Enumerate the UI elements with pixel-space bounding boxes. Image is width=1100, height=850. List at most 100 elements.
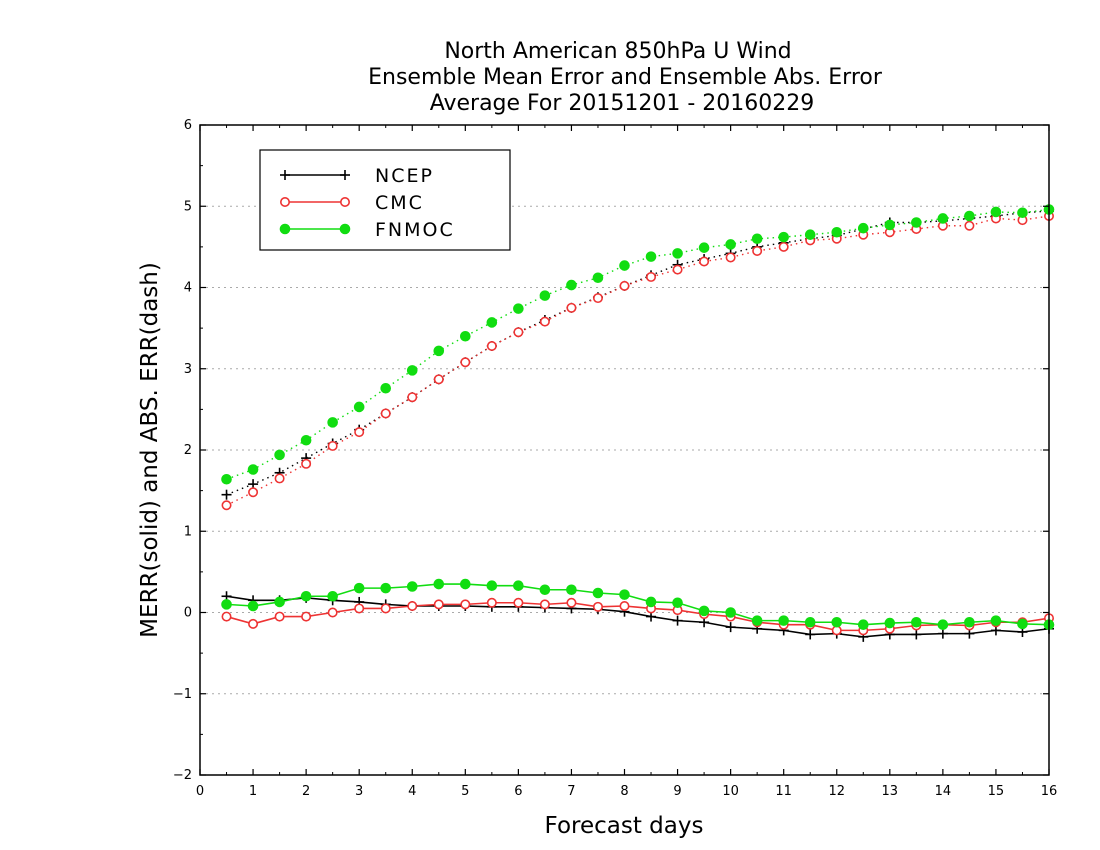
point-merr-cmc xyxy=(301,611,312,622)
legend-item-fnmoc: FNMOC xyxy=(279,219,453,241)
point-merr-cmc xyxy=(619,600,630,611)
point-abs-fnmoc xyxy=(353,401,365,413)
point-merr-fnmoc xyxy=(698,605,710,617)
point-merr-ncep xyxy=(805,629,816,640)
point-abs-fnmoc xyxy=(406,365,418,376)
point-merr-fnmoc xyxy=(433,578,445,590)
point-merr-fnmoc xyxy=(831,616,843,628)
point-merr-fnmoc xyxy=(778,615,789,626)
point-abs-fnmoc xyxy=(778,231,789,243)
point-merr-fnmoc xyxy=(725,607,736,618)
point-abs-cmc xyxy=(646,271,657,282)
y-tick-label: 4 xyxy=(184,281,192,296)
point-abs-cmc xyxy=(592,293,603,304)
legend-marker-cmc xyxy=(279,197,290,208)
x-tick-label: 10 xyxy=(722,784,739,799)
point-abs-fnmoc xyxy=(513,303,524,314)
point-abs-ncep xyxy=(221,489,232,500)
point-merr-cmc xyxy=(354,603,365,614)
point-abs-fnmoc xyxy=(1017,207,1028,219)
point-merr-fnmoc xyxy=(911,616,922,628)
point-abs-fnmoc xyxy=(460,330,471,342)
title-line-3: Average For 20151201 - 20160229 xyxy=(430,91,815,116)
point-merr-cmc xyxy=(380,603,391,614)
point-merr-fnmoc xyxy=(327,590,338,602)
point-merr-fnmoc xyxy=(566,584,577,596)
point-merr-cmc xyxy=(327,607,338,618)
point-abs-cmc xyxy=(513,327,524,338)
point-abs-fnmoc xyxy=(672,248,683,259)
y-tick-label: −2 xyxy=(173,768,192,783)
point-merr-cmc xyxy=(407,600,418,611)
point-merr-cmc xyxy=(433,599,444,610)
x-tick-label: 2 xyxy=(302,784,310,799)
x-tick-label: 3 xyxy=(355,784,363,799)
point-merr-fnmoc xyxy=(380,582,392,594)
point-merr-cmc xyxy=(592,601,603,612)
x-tick-label: 6 xyxy=(514,784,522,799)
point-abs-cmc xyxy=(486,340,497,351)
point-abs-fnmoc xyxy=(857,222,869,234)
point-abs-cmc xyxy=(725,252,736,263)
legend-marker-ncep xyxy=(340,170,350,180)
x-tick-label: 14 xyxy=(935,784,952,799)
legend-item-cmc: CMC xyxy=(279,192,424,214)
point-abs-cmc xyxy=(539,316,550,327)
point-merr-ncep xyxy=(672,615,683,626)
point-abs-fnmoc xyxy=(964,210,975,222)
x-tick-label: 8 xyxy=(620,784,628,799)
point-merr-cmc xyxy=(539,599,550,610)
point-abs-fnmoc xyxy=(433,345,445,357)
point-merr-fnmoc xyxy=(884,617,896,629)
point-abs-cmc xyxy=(619,280,630,291)
series-line-merr-fnmoc xyxy=(226,583,1050,626)
legend-item-ncep: NCEP xyxy=(280,165,432,187)
point-abs-cmc xyxy=(301,458,312,469)
y-tick-label: 0 xyxy=(184,606,192,621)
x-axis-label: Forecast days xyxy=(545,813,704,839)
point-abs-fnmoc xyxy=(698,242,710,253)
point-abs-fnmoc xyxy=(831,226,843,238)
point-merr-cmc xyxy=(486,597,497,608)
point-abs-cmc xyxy=(752,245,763,256)
point-abs-cmc xyxy=(380,408,391,419)
point-merr-fnmoc xyxy=(1017,618,1028,630)
point-abs-fnmoc xyxy=(884,219,896,231)
title-line-2: Ensemble Mean Error and Ensemble Abs. Er… xyxy=(368,65,883,90)
point-abs-cmc xyxy=(964,220,975,231)
series-line-merr-ncep xyxy=(226,595,1050,638)
point-abs-cmc xyxy=(566,302,577,313)
series-line-abs-cmc xyxy=(226,215,1050,506)
point-merr-ncep xyxy=(911,629,922,640)
point-merr-cmc xyxy=(460,599,471,610)
point-merr-fnmoc xyxy=(619,589,630,600)
plot-area xyxy=(221,204,1055,642)
point-merr-ncep xyxy=(725,622,736,633)
point-merr-fnmoc xyxy=(539,584,551,596)
point-abs-fnmoc xyxy=(380,382,392,394)
point-abs-fnmoc xyxy=(300,434,312,446)
point-abs-fnmoc xyxy=(619,260,630,271)
point-merr-fnmoc xyxy=(274,596,285,608)
point-abs-fnmoc xyxy=(645,251,657,262)
point-merr-fnmoc xyxy=(592,587,604,599)
point-merr-fnmoc xyxy=(353,582,365,594)
series-line-merr-cmc xyxy=(226,601,1050,632)
legend-label-cmc: CMC xyxy=(375,192,424,214)
point-merr-ncep xyxy=(937,628,948,639)
series-line-abs-fnmoc xyxy=(226,208,1050,480)
point-abs-fnmoc xyxy=(327,417,338,428)
point-merr-fnmoc xyxy=(513,580,524,591)
point-abs-cmc xyxy=(433,374,444,385)
point-abs-cmc xyxy=(354,427,365,438)
legend-marker-cmc xyxy=(339,197,350,208)
point-merr-fnmoc xyxy=(937,619,949,630)
x-tick-label: 0 xyxy=(196,784,204,799)
legend: NCEP CMC FNMOC xyxy=(259,149,511,251)
legend-marker-ncep xyxy=(280,170,290,180)
point-merr-cmc xyxy=(248,618,259,629)
point-abs-cmc xyxy=(274,473,285,484)
point-merr-fnmoc xyxy=(221,599,232,610)
point-abs-fnmoc xyxy=(937,213,949,224)
